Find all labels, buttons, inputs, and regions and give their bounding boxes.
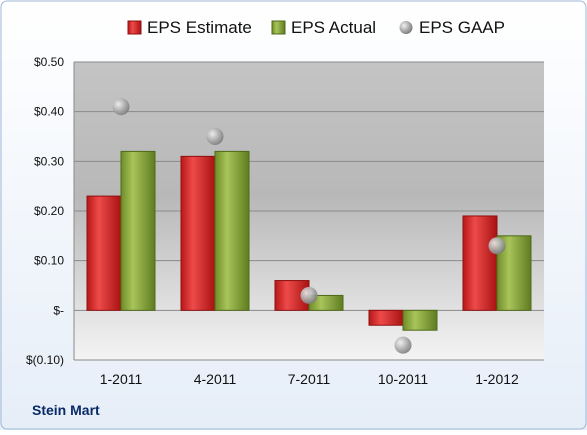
y-tick-label: $(0.10) [26,353,64,367]
x-tick-label: 1-2011 [100,371,143,387]
y-tick-label: $- [53,303,64,317]
eps-actual-bar [402,309,438,331]
x-tick-label: 1-2012 [475,371,519,387]
eps-estimate-bar [180,155,216,311]
legend-label: EPS Actual [291,18,376,37]
eps-actual-bar [214,150,250,311]
company-label: Stein Mart [32,402,100,418]
legend-swatch [271,20,286,35]
eps-gaap-marker [206,128,224,145]
x-tick-label: 4-2011 [194,371,237,387]
eps-gaap-marker [300,286,318,304]
y-tick-label: $0.30 [34,154,64,168]
y-tick-label: $0.10 [34,254,64,268]
eps-gaap-marker [394,336,412,354]
x-tick-label: 7-2011 [288,371,331,387]
y-tick-label: $0.20 [34,204,64,218]
x-tick-label: 10-2011 [378,371,429,387]
legend-swatch [127,20,142,35]
eps-estimate-bar [368,309,404,326]
eps-estimate-bar [462,215,498,311]
eps-gaap-marker [112,98,130,116]
eps-gaap-marker [488,237,506,255]
legend-label: EPS GAAP [419,18,505,37]
y-tick-label: $0.40 [34,105,64,119]
legend-label: EPS Estimate [147,18,252,37]
legend-swatch [399,21,413,34]
eps-actual-bar [120,150,156,311]
eps-estimate-bar [86,195,122,311]
y-tick-label: $0.50 [34,55,64,69]
